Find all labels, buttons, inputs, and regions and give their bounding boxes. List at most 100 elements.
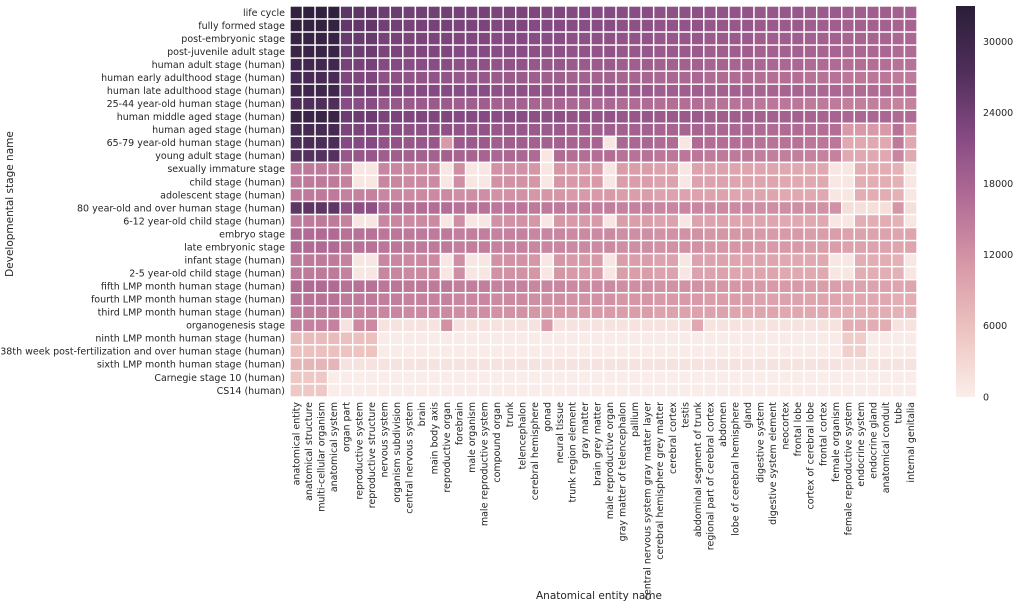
- heatmap-cell: [765, 279, 780, 294]
- heatmap-cell: [665, 148, 680, 164]
- heatmap-cell: [790, 200, 805, 216]
- heatmap-cell: [301, 122, 316, 138]
- heatmap-cell: [815, 96, 830, 111]
- heatmap-cell: [866, 357, 881, 372]
- heatmap-cell: [665, 57, 680, 72]
- heatmap-cell: [652, 83, 667, 98]
- heatmap-cell: [778, 213, 793, 229]
- heatmap-cell: [489, 357, 504, 372]
- heatmap-cell: [602, 226, 617, 242]
- heatmap-cell: [527, 44, 542, 59]
- x-tick-labels: anatomical entity anatomical structure mul…: [292, 402, 917, 601]
- heatmap-cell: [489, 226, 504, 242]
- heatmap-cell: [602, 239, 617, 255]
- heatmap-cell: [753, 187, 768, 203]
- heatmap-cell: [703, 57, 718, 72]
- heatmap-cell: [678, 226, 692, 242]
- heatmap-cell: [389, 18, 404, 33]
- heatmap-cell: [577, 109, 592, 124]
- heatmap-cell: [439, 344, 454, 359]
- colorbar-tick-label: 6000: [983, 321, 1007, 332]
- heatmap-cell: [364, 57, 379, 72]
- heatmap-cell: [878, 96, 893, 111]
- heatmap-cell: [602, 174, 617, 190]
- heatmap-cell: [878, 5, 893, 20]
- heatmap-cell: [477, 239, 492, 255]
- heatmap-cell: [765, 357, 780, 372]
- heatmap-cell: [489, 44, 504, 59]
- heatmap-cell: [540, 148, 555, 164]
- heatmap-cell: [590, 57, 605, 72]
- heatmap-cell: [301, 265, 316, 281]
- heatmap-cell: [665, 83, 680, 98]
- heatmap-cell: [289, 161, 304, 177]
- heatmap-cell: [728, 279, 743, 294]
- heatmap-cell: [314, 239, 329, 255]
- heatmap-cell: [339, 70, 354, 85]
- heatmap-cell: [452, 370, 467, 385]
- heatmap-cell: [364, 83, 379, 98]
- heatmap-cell: [352, 148, 366, 164]
- heatmap-cell: [377, 292, 392, 307]
- heatmap-cell: [314, 331, 329, 346]
- heatmap-cell: [289, 148, 304, 164]
- heatmap-cell: [740, 344, 755, 359]
- heatmap-cell: [853, 318, 868, 333]
- x-tick-label: reproductive system: [354, 402, 365, 500]
- heatmap-cell: [489, 383, 504, 398]
- heatmap-cell: [652, 18, 667, 33]
- heatmap-cell: [765, 370, 780, 385]
- y-tick-label: 65-79 year-old human stage (human): [107, 138, 285, 149]
- heatmap-cell: [402, 252, 417, 268]
- heatmap-cell: [289, 122, 304, 138]
- heatmap-cell: [703, 161, 718, 177]
- heatmap-cell: [377, 213, 392, 229]
- heatmap-cell: [841, 226, 856, 242]
- heatmap-cell: [690, 5, 705, 20]
- heatmap-cell: [665, 135, 680, 151]
- heatmap-cell: [464, 305, 479, 320]
- heatmap-cell: [565, 239, 580, 255]
- heatmap-cell: [652, 122, 667, 138]
- heatmap-cell: [703, 122, 718, 138]
- heatmap-cell: [841, 44, 856, 59]
- heatmap-cell: [728, 96, 743, 111]
- heatmap-cell: [665, 174, 680, 190]
- heatmap-cell: [615, 279, 630, 294]
- heatmap-cell: [665, 161, 680, 177]
- x-tick-label: main body axis: [430, 402, 441, 474]
- heatmap-cell: [790, 18, 805, 33]
- heatmap-cell: [364, 31, 379, 46]
- heatmap-cell: [515, 122, 529, 138]
- heatmap-cell: [389, 57, 404, 72]
- heatmap-cell: [790, 70, 805, 85]
- heatmap-cell: [740, 370, 755, 385]
- y-tick-label: 38th week post-fertilization and over hu…: [0, 347, 285, 358]
- heatmap-cell: [615, 135, 630, 151]
- heatmap-cell: [753, 265, 768, 281]
- heatmap-cell: [891, 200, 906, 216]
- heatmap-cell: [891, 331, 906, 346]
- x-tick-label: central nervous system gray matter layer: [643, 402, 654, 600]
- heatmap-cell: [627, 239, 642, 255]
- heatmap-cell: [627, 31, 642, 46]
- heatmap-cell: [602, 135, 617, 151]
- heatmap-cell: [552, 318, 567, 333]
- heatmap-cell: [389, 305, 404, 320]
- heatmap-cell: [891, 239, 906, 255]
- heatmap-cell: [452, 239, 467, 255]
- heatmap-cell: [891, 252, 906, 268]
- heatmap-cell: [477, 305, 492, 320]
- heatmap-cell: [715, 57, 730, 72]
- heatmap-cell: [452, 161, 467, 177]
- heatmap-cell: [414, 161, 429, 177]
- heatmap-cell: [452, 174, 467, 190]
- heatmap-cell: [439, 18, 454, 33]
- heatmap-cell: [665, 357, 680, 372]
- heatmap-cell: [778, 109, 793, 124]
- heatmap-cell: [803, 318, 818, 333]
- heatmap-cell: [678, 357, 692, 372]
- heatmap-cell: [803, 213, 818, 229]
- heatmap-cell: [289, 57, 304, 72]
- heatmap-cell: [577, 357, 592, 372]
